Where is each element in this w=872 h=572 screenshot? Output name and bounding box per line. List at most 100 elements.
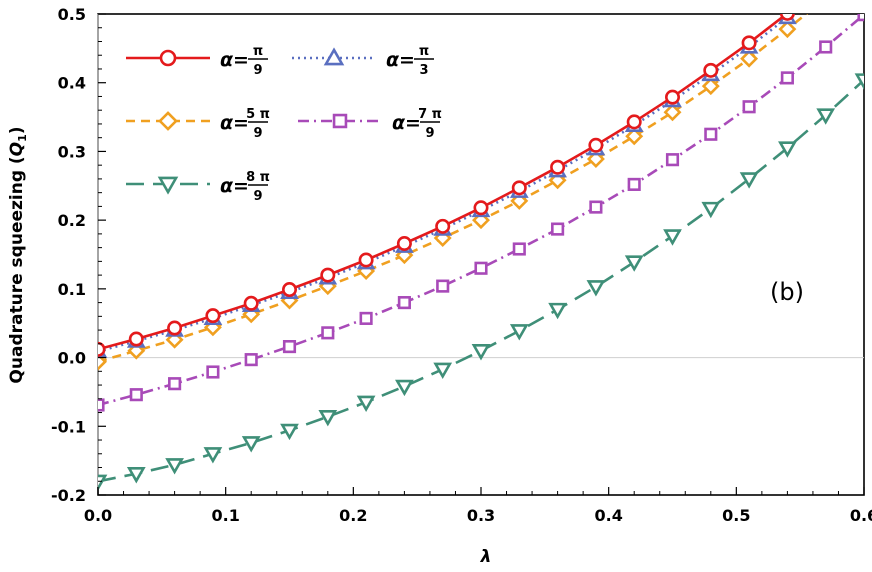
series-1-point xyxy=(741,35,757,51)
series-5-point xyxy=(98,474,108,492)
series-4-point xyxy=(704,127,718,141)
series-1-point xyxy=(281,282,297,298)
series-1-point xyxy=(473,200,489,216)
series-5-point xyxy=(241,436,261,453)
y-axis-label-main: Quadrature squeezing ( xyxy=(7,156,27,383)
series-1-point xyxy=(703,62,719,78)
series-4-point xyxy=(665,153,680,167)
series-5-point xyxy=(663,229,682,246)
series-1-point xyxy=(511,180,527,196)
annotation-label: (b) xyxy=(770,278,804,306)
y-tick-label: -0.1 xyxy=(51,417,86,436)
series-3-point xyxy=(778,20,797,39)
legend-label-denominator: 9 xyxy=(253,189,262,204)
series-5-point xyxy=(126,467,146,484)
series-4-point xyxy=(742,100,756,114)
y-tick-label: 0.2 xyxy=(58,211,86,230)
series-4-point xyxy=(857,14,864,22)
series-3-point xyxy=(740,49,759,68)
legend-item-1: α= π 9 xyxy=(126,44,268,78)
series-5-point xyxy=(165,458,184,475)
legend-item-5: α=8 π 9 xyxy=(126,170,270,204)
series-1-point xyxy=(779,14,795,21)
series-line-5 xyxy=(98,79,864,483)
legend-label-denominator: 9 xyxy=(253,126,262,141)
x-tick-label: 0.4 xyxy=(594,506,622,525)
y-tick-label: 0.4 xyxy=(58,74,86,93)
series-4-point xyxy=(321,326,335,340)
series-5-point xyxy=(701,201,721,219)
series-1-point xyxy=(588,137,604,153)
series-4-point xyxy=(512,242,526,256)
series-4-point xyxy=(168,377,182,391)
x-axis-label: λ xyxy=(480,547,492,567)
series-4-point xyxy=(819,40,833,54)
series-4-point xyxy=(474,261,488,275)
legend-label-prefix: α= xyxy=(392,112,421,134)
legend-label-denominator: 9 xyxy=(253,63,262,78)
series-1-point xyxy=(205,308,221,324)
series-1-point xyxy=(358,252,374,268)
series-1-point xyxy=(435,218,451,234)
legend-label-numerator: 7 π xyxy=(418,107,442,122)
legend-label-prefix: α= xyxy=(220,175,249,197)
series-5-point xyxy=(471,344,491,361)
series-1-point xyxy=(626,114,642,130)
series-5-point xyxy=(395,379,414,397)
series-4-point xyxy=(98,398,105,412)
series-3-point xyxy=(663,103,682,122)
y-tick-label: -0.2 xyxy=(51,486,86,505)
legend-item-4: α=7 π 9 xyxy=(298,107,442,141)
x-tick-label: 0.1 xyxy=(211,506,239,525)
series-5-point xyxy=(816,108,836,125)
series-1-point xyxy=(396,236,412,252)
series-4-point xyxy=(780,71,794,85)
series-4-point xyxy=(627,177,641,191)
legend-swatch-marker xyxy=(159,49,177,67)
legend-item-2: α= π 3 xyxy=(292,44,434,78)
series-1-point xyxy=(128,331,144,347)
series-3-point xyxy=(625,127,644,146)
series-4-point xyxy=(129,388,143,402)
series-1-point xyxy=(167,320,183,336)
series-4-point xyxy=(206,365,220,379)
series-5-point xyxy=(586,280,606,297)
series-4-point xyxy=(359,311,373,325)
y-tick-label: 0.5 xyxy=(58,5,86,24)
x-tick-label: 0.0 xyxy=(84,506,112,525)
series-5-point xyxy=(548,302,567,320)
y-tick-label: 0.0 xyxy=(58,349,86,368)
series-4-point xyxy=(282,340,297,354)
y-axis-label-var: Q xyxy=(7,142,27,156)
legend-label-numerator: π xyxy=(253,44,263,59)
series-5-point xyxy=(624,255,644,272)
series-5-point xyxy=(854,73,864,90)
legend-label-prefix: α= xyxy=(220,112,249,134)
series-4-point xyxy=(244,353,258,367)
legend-swatch-marker xyxy=(157,176,179,195)
legend-swatch-marker xyxy=(332,113,348,129)
series-4-point xyxy=(551,222,565,236)
y-axis-label-sub: 1 xyxy=(16,134,29,142)
legend-label-numerator: π xyxy=(419,44,429,59)
series-4-point xyxy=(436,279,450,293)
series-5-point xyxy=(203,447,223,464)
series-1-point xyxy=(320,267,336,283)
series-5-point xyxy=(509,324,529,341)
legend-label-prefix: α= xyxy=(220,49,249,71)
legend-label-denominator: 9 xyxy=(425,126,434,141)
x-tick-label: 0.2 xyxy=(339,506,367,525)
series-3-point xyxy=(819,0,833,5)
x-tick-label: 0.5 xyxy=(722,506,750,525)
series-5-point xyxy=(318,410,338,427)
series-3-point xyxy=(701,77,720,96)
series-5-point xyxy=(433,362,453,380)
legend-label-numerator: 8 π xyxy=(246,170,270,185)
legend-label-prefix: α= xyxy=(386,49,415,71)
series-1-point xyxy=(243,295,259,311)
legend-swatch-marker xyxy=(158,111,178,131)
y-tick-label: 0.1 xyxy=(58,280,86,299)
series-5-point xyxy=(280,423,299,441)
series-1-point xyxy=(98,341,106,357)
